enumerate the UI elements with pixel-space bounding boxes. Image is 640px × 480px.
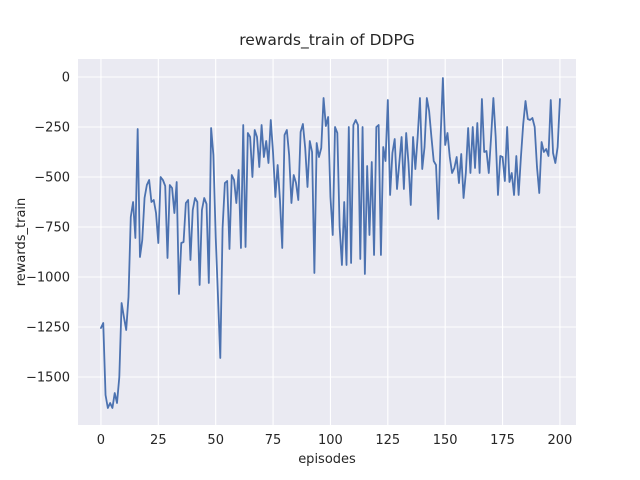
y-tick-label: 0 bbox=[62, 71, 70, 86]
plot-area bbox=[78, 59, 576, 425]
x-tick-label: 100 bbox=[318, 433, 343, 448]
x-tick-label: 0 bbox=[97, 433, 105, 448]
x-tick-label: 25 bbox=[150, 433, 167, 448]
y-tick-label: −1500 bbox=[26, 371, 70, 386]
y-tick-label: −250 bbox=[34, 121, 70, 136]
rewards-train-line bbox=[100, 77, 561, 409]
x-tick-label: 175 bbox=[490, 433, 515, 448]
y-tick-label: −1250 bbox=[26, 321, 70, 336]
x-tick-label: 50 bbox=[207, 433, 224, 448]
y-tick-labels: 0 −250 −500 −750 −1000 −1250 −1500 bbox=[26, 71, 70, 386]
x-tick-labels: 0 25 50 75 100 125 150 175 200 bbox=[97, 433, 573, 448]
x-axis-label: episodes bbox=[298, 452, 356, 467]
x-tick-label: 125 bbox=[375, 433, 400, 448]
y-tick-label: −750 bbox=[34, 221, 70, 236]
x-tick-label: 200 bbox=[548, 433, 573, 448]
y-tick-label: −1000 bbox=[26, 271, 70, 286]
y-tick-label: −500 bbox=[34, 171, 70, 186]
x-tick-label: 150 bbox=[433, 433, 458, 448]
chart-title: rewards_train of DDPG bbox=[239, 31, 415, 50]
x-tick-label: 75 bbox=[265, 433, 282, 448]
y-axis-label: rewards_train bbox=[14, 198, 29, 287]
